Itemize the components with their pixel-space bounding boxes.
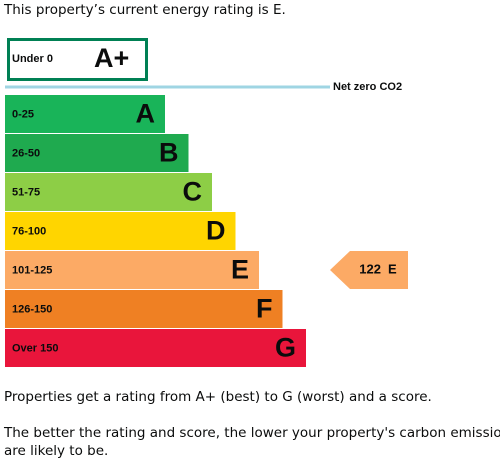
band-letter: D: [206, 216, 226, 246]
band-letter: F: [256, 294, 273, 324]
band: [5, 95, 165, 133]
band-letter: G: [275, 333, 296, 363]
top-range: Under 0: [12, 53, 53, 65]
band: [5, 329, 306, 367]
band: [5, 134, 189, 172]
band-range: Over 150: [12, 342, 58, 354]
band: [5, 173, 212, 211]
top-letter: A+: [94, 43, 129, 73]
band-range: 51-75: [12, 186, 40, 198]
top-band: [7, 38, 148, 81]
band: [5, 290, 283, 328]
paragraph: Properties get a rating from A+ (best) t…: [4, 389, 432, 405]
paragraph: The better the rating and score, the low…: [3, 425, 500, 441]
paragraph: are likely to be.: [4, 443, 108, 459]
band-letter: A: [136, 99, 156, 129]
net-zero-label: Net zero CO2: [333, 81, 402, 93]
band-range: 101-125: [12, 264, 52, 276]
band-letter: B: [159, 138, 179, 168]
current-rating-arrow: [330, 251, 408, 289]
band-range: 0-25: [12, 108, 34, 120]
band-letter: C: [183, 177, 203, 207]
band-letter: E: [231, 255, 249, 285]
band: [5, 212, 236, 250]
current-letter: E: [388, 261, 397, 276]
band: [5, 251, 259, 289]
intro: This property’s current energy rating is…: [3, 2, 286, 18]
band-range: 76-100: [12, 225, 46, 237]
band-range: 26-50: [12, 147, 40, 159]
band-range: 126-150: [12, 303, 52, 315]
current-score: 122: [359, 261, 381, 276]
